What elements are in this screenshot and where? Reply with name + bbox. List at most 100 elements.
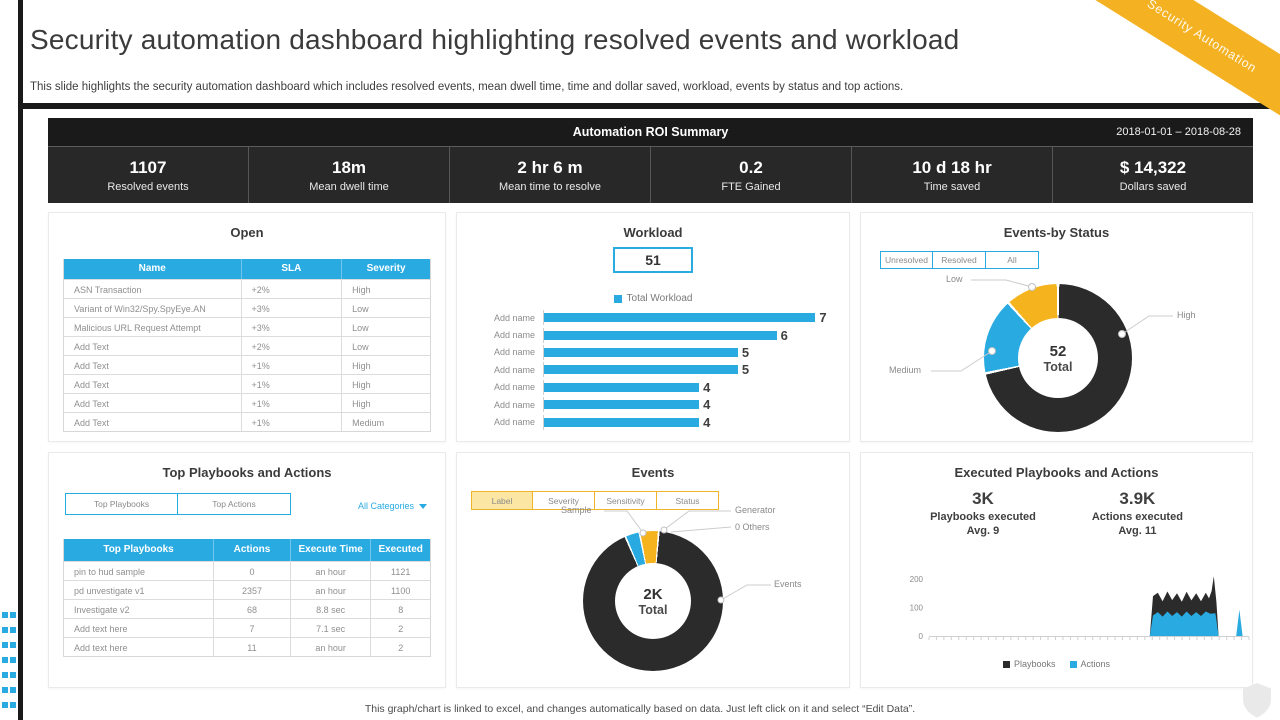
- stat-avg: Avg. 9: [966, 525, 1000, 537]
- table-cell: 7: [214, 619, 291, 637]
- table-row: Add text here 7 7.1 sec 2: [64, 618, 430, 637]
- chevron-down-icon: [419, 503, 427, 509]
- table-cell: 1100: [391, 586, 411, 596]
- decor-square: [10, 612, 16, 618]
- table-row: Variant of Win32/Spy.SpyEye.AN +3% Low: [64, 298, 430, 317]
- divider-rule: [23, 103, 1280, 109]
- executed-stat: 3K Playbooks executed Avg. 9: [930, 489, 1036, 537]
- kpi-value: $ 14,322: [1119, 157, 1187, 177]
- panel-top-playbooks: Top Playbooks and Actions Top Playbooks T…: [48, 452, 446, 688]
- table-cell: +3%: [242, 318, 343, 336]
- status-total-value: 52: [1049, 342, 1067, 360]
- table-cell: 0: [214, 562, 291, 580]
- column-header: Top Playbooks: [64, 539, 215, 561]
- table-cell: 11: [214, 638, 291, 656]
- filter-button-top-actions[interactable]: Top Actions: [178, 493, 291, 515]
- workload-bar-track: 4: [543, 379, 839, 395]
- filter-button-label[interactable]: Label: [471, 491, 533, 510]
- decor-square: [2, 687, 8, 693]
- panel-events-title: Events: [631, 465, 675, 480]
- workload-bar-label: Add name: [493, 417, 535, 428]
- table-cell: +2%: [242, 280, 343, 298]
- table-row: Investigate v2 68 8.8 sec 8: [64, 599, 430, 618]
- filter-button-unresolved[interactable]: Unresolved: [880, 251, 933, 269]
- column-header: Severity: [366, 263, 406, 274]
- decor-square: [10, 687, 16, 693]
- table-cell: +1%: [242, 356, 343, 374]
- roi-date-range: 2018-01-01 – 2018-08-28: [1116, 126, 1241, 138]
- workload-bar-value: 5: [741, 362, 750, 378]
- status-filter-group: Unresolved Resolved All: [880, 251, 1039, 269]
- executed-stats: 3K Playbooks executed Avg. 9 3.9K Actions ex…: [861, 489, 1252, 537]
- workload-bar: [544, 417, 700, 427]
- workload-bar-label: Add name: [493, 364, 535, 375]
- workload-bar-value: 5: [741, 344, 750, 360]
- table-cell: Add Text: [64, 356, 242, 374]
- table-cell: +1%: [242, 413, 343, 431]
- panel-open: Open Name SLA Severity ASN Transaction +2% Hi…: [48, 212, 446, 442]
- table-row: ASN Transaction +2% High: [64, 279, 430, 298]
- table-row: pd unvestigate v1 2357 an hour 1100: [64, 580, 430, 599]
- workload-bar-label: Add name: [493, 347, 535, 358]
- status-label-low: Low: [946, 274, 963, 284]
- legend-swatch-icon: [1069, 660, 1077, 668]
- edit-data-note: This graph/chart is linked to excel, and…: [364, 703, 916, 715]
- playbooks-toggle-group: Top Playbooks Top Actions: [65, 493, 291, 515]
- table-cell: +1%: [242, 375, 343, 393]
- workload-bar-row: Add name 4: [471, 413, 839, 430]
- kpi-value: 10 d 18 hr: [912, 157, 992, 177]
- filter-button-all[interactable]: All: [986, 251, 1039, 269]
- legend-item: Playbooks: [1002, 659, 1056, 669]
- workload-bar-value: 4: [703, 397, 711, 413]
- filter-button-severity[interactable]: Severity: [533, 491, 595, 510]
- workload-bar-value: 4: [703, 379, 711, 395]
- column-header: Name: [64, 259, 242, 279]
- table-row: Add Text +1% High: [64, 355, 430, 374]
- table-cell: an hour: [291, 638, 372, 656]
- panel-events-by-status: Events-by Status Unresolved Resolved All 5…: [860, 212, 1253, 442]
- workload-bar-label: Add name: [493, 399, 535, 410]
- table-row: Malicious URL Request Attempt +3% Low: [64, 317, 430, 336]
- stat-label: Playbooks executed: [930, 511, 1036, 523]
- workload-bar-row: Add name 7: [471, 309, 839, 326]
- table-cell: 8.8 sec: [291, 600, 372, 618]
- roi-title: Automation ROI Summary: [572, 125, 729, 139]
- table-cell: Add text here: [64, 619, 215, 637]
- status-total-label: Total: [1043, 359, 1073, 374]
- table-cell: Investigate v2: [64, 600, 215, 618]
- executed-stat: 3.9K Actions executed Avg. 11: [1092, 489, 1183, 537]
- table-cell: 68: [214, 600, 291, 618]
- open-table: Name SLA Severity ASN Transaction +2% High Var…: [63, 259, 431, 432]
- table-row: Add text here 11 an hour 2: [64, 637, 430, 656]
- table-cell: High: [352, 361, 371, 371]
- events-donut-hole: 2K Total: [615, 563, 691, 639]
- kpi-value: 18m: [331, 157, 367, 177]
- events-donut-chart: 2K Total: [583, 531, 723, 671]
- filter-button-top-playbooks[interactable]: Top Playbooks: [65, 493, 178, 515]
- table-cell: 8: [398, 605, 404, 615]
- filter-button-sensitivity[interactable]: Sensitivity: [595, 491, 657, 510]
- workload-bar-row: Add name 5: [471, 344, 839, 361]
- status-label-high: High: [1177, 310, 1196, 320]
- legend-swatch-icon: [613, 294, 622, 303]
- workload-bar-chart: Add name 7 Add name 6 Add name 5 Add name 5 Add …: [471, 309, 839, 431]
- table-cell: +1%: [242, 394, 343, 412]
- page-subtitle: This slide highlights the security autom…: [30, 81, 904, 93]
- kpi-label: Mean dwell time: [309, 180, 389, 193]
- table-cell: Low: [352, 323, 369, 333]
- roi-summary-bar: Automation ROI Summary 2018-01-01 – 2018…: [48, 118, 1253, 203]
- decor-square: [10, 702, 16, 708]
- categories-dropdown[interactable]: All Categories: [358, 501, 427, 511]
- events-label-sample: Sample: [561, 505, 592, 515]
- y-axis-tick-label: 100: [910, 604, 924, 613]
- filter-button-resolved[interactable]: Resolved: [933, 251, 986, 269]
- workload-bar-track: 7: [543, 310, 839, 326]
- workload-bar: [544, 330, 777, 340]
- filter-button-status[interactable]: Status: [657, 491, 719, 510]
- corner-ribbon: Security Automation: [1061, 0, 1280, 138]
- events-total-value: 2K: [643, 585, 663, 603]
- legend-label: Playbooks: [1013, 659, 1056, 669]
- y-axis-tick-label: 0: [919, 632, 924, 641]
- decor-square: [10, 657, 16, 663]
